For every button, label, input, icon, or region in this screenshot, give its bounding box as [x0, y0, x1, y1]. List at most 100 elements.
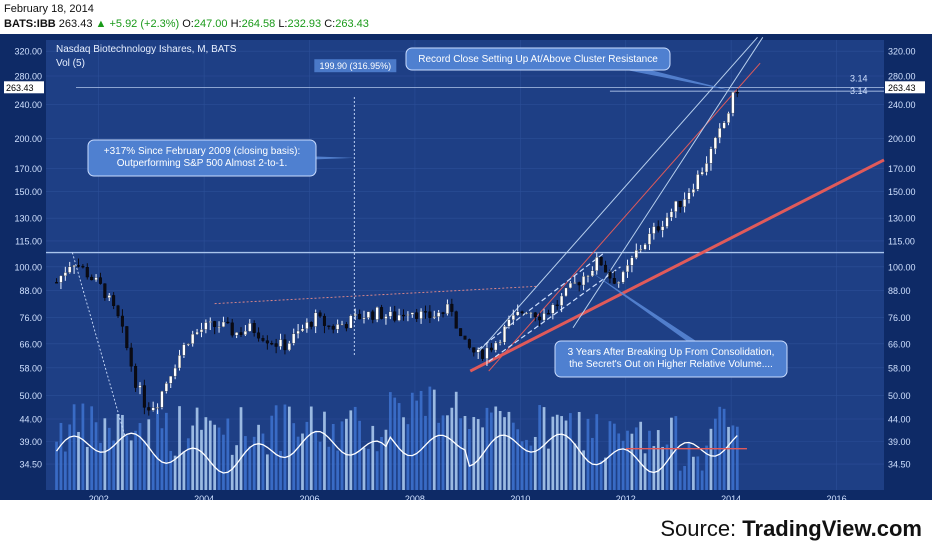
volume-bar — [670, 417, 673, 490]
candle-up — [164, 383, 168, 392]
candle-down — [116, 305, 120, 317]
volume-bar — [709, 428, 713, 490]
volume-bar — [217, 427, 221, 490]
volume-bar — [270, 415, 274, 490]
volume-ma-line — [55, 430, 738, 474]
y-tick-label-left: 58.00 — [19, 363, 42, 373]
candle-down — [76, 265, 81, 267]
candle-up — [511, 314, 515, 320]
volume-bar — [388, 392, 392, 490]
candle-up — [696, 174, 700, 190]
y-tick-label-right: 58.00 — [888, 363, 911, 373]
last-price-tag: 263.43 — [888, 83, 916, 93]
candle-down — [230, 322, 234, 336]
trend-lines — [46, 36, 885, 450]
volume-bar — [630, 433, 634, 490]
candle-up — [349, 315, 353, 329]
volume-bar — [612, 423, 616, 490]
candle-up — [494, 342, 498, 351]
candle-down — [98, 277, 102, 284]
candle-up — [305, 322, 309, 329]
candle-down — [125, 326, 129, 349]
volume-bar — [371, 425, 375, 490]
high-label: H: — [230, 18, 242, 30]
x-tick-label: 2010 — [510, 494, 530, 500]
y-tick-label-right: 150.00 — [888, 187, 916, 197]
y-tick-label-left: 200.00 — [14, 134, 42, 144]
candle-up — [173, 367, 177, 377]
y-tick-label-right: 130.00 — [888, 214, 916, 224]
y-tick-label-left: 50.00 — [19, 391, 42, 401]
candle-down — [239, 332, 243, 335]
candle-up — [718, 127, 722, 138]
volume-bar — [327, 446, 331, 490]
volume-bar — [85, 446, 89, 490]
volume-bar — [134, 430, 137, 490]
volume-bar — [125, 435, 129, 490]
candle-down — [463, 335, 467, 340]
high-value: 264.58 — [241, 18, 276, 30]
candle-down — [344, 324, 348, 329]
candles — [55, 88, 739, 416]
quote-line: BATS:IBB 263.43 ▲ +5.92 (+2.3%) O:247.00… — [4, 18, 369, 30]
y-tick-label-left: 115.00 — [15, 236, 42, 246]
volume-bar — [283, 404, 287, 490]
volume-bar — [384, 429, 388, 490]
volume-bar — [643, 453, 647, 490]
candle-up — [560, 295, 564, 306]
candle-down — [90, 276, 94, 281]
candle-down — [55, 282, 59, 284]
candle-up — [235, 332, 239, 336]
volume-callout-tail — [588, 270, 718, 363]
volume-bar — [143, 440, 146, 490]
volume-bar — [700, 470, 704, 490]
volume-bar — [507, 411, 511, 490]
candle-down — [134, 366, 138, 388]
record-close-callout-box — [405, 47, 671, 71]
volume-bar — [129, 440, 133, 490]
candle-down — [81, 265, 85, 268]
volume-bar — [261, 433, 265, 490]
price-chart[interactable]: 320.00 320.00 280.00 280.00 240.00 240.00 200.… — [0, 34, 932, 500]
dashed-channel-line — [477, 252, 606, 351]
volume-bar — [244, 436, 247, 490]
candle-down — [604, 264, 608, 273]
candle-up — [138, 385, 142, 388]
y-tick-label-left: 130.00 — [14, 214, 42, 224]
candle-up — [287, 343, 291, 351]
candle-down — [423, 311, 427, 313]
candle-up — [713, 137, 717, 149]
cluster-top-line — [214, 285, 537, 305]
candle-up — [485, 347, 489, 359]
y-tick-label-right: 170.00 — [888, 164, 916, 174]
candle-up — [551, 304, 555, 314]
candle-down — [112, 295, 116, 306]
candle-down — [735, 91, 739, 94]
candle-up — [445, 303, 449, 314]
candle-up — [406, 314, 410, 316]
candle-down — [520, 311, 524, 314]
volume-bar — [713, 418, 717, 490]
volume-bar — [582, 450, 585, 490]
volume-bar — [494, 406, 498, 490]
volume-bar — [551, 416, 555, 490]
candle-up — [595, 257, 599, 271]
volume-bar — [410, 392, 414, 490]
candle-down — [555, 304, 559, 307]
volume-bar — [305, 421, 309, 490]
candle-up — [160, 391, 164, 408]
y-tick-label-right: 88.00 — [888, 286, 911, 296]
candle-up — [727, 112, 731, 123]
y-tick-label-right: 76.00 — [888, 313, 911, 323]
candle-up — [722, 122, 726, 129]
candle-up — [524, 312, 529, 315]
volume-bar — [274, 405, 278, 490]
candle-down — [103, 283, 107, 298]
candle-down — [265, 340, 269, 344]
volume-bar — [59, 422, 63, 490]
x-tick-label: 2004 — [194, 494, 214, 500]
volume-bar — [481, 427, 484, 490]
volume-bar — [648, 430, 651, 490]
volume-bar — [472, 417, 476, 490]
candle-up — [178, 355, 182, 369]
